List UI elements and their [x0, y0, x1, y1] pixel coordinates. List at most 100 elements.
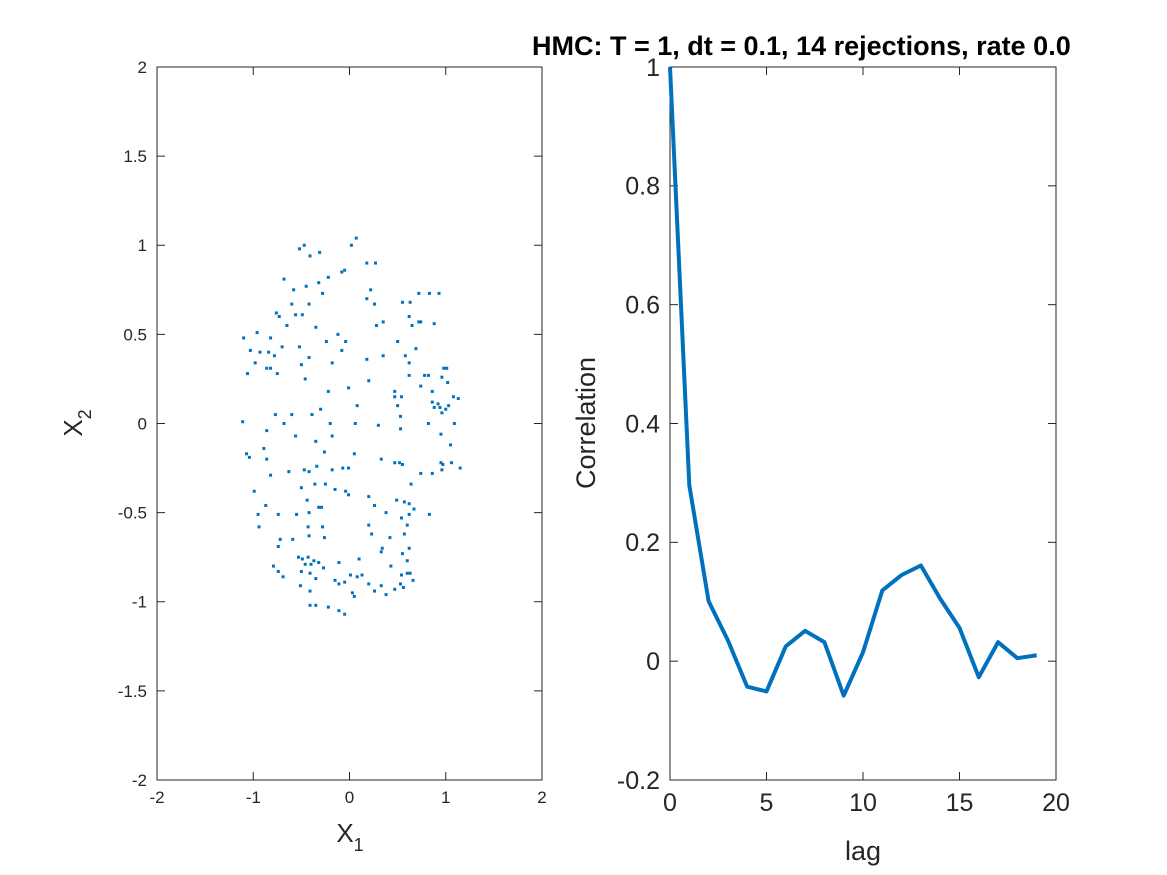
scatter-point	[417, 291, 421, 295]
scatter-point	[310, 413, 314, 417]
scatter-point	[298, 584, 302, 588]
scatter-point	[367, 523, 371, 527]
scatter-point	[374, 323, 378, 327]
scatter-point	[305, 498, 309, 502]
scatter-point	[282, 277, 286, 281]
scatter-xtick-label: 2	[537, 788, 546, 807]
scatter-point	[297, 345, 301, 349]
scatter-point	[393, 395, 397, 399]
autocorrelation-ytick-label: 0.8	[625, 173, 660, 201]
scatter-point	[341, 466, 345, 470]
scatter-point	[410, 323, 414, 327]
scatter-point	[402, 532, 406, 536]
scatter-point	[352, 452, 356, 456]
scatter-point	[384, 511, 388, 515]
scatter-point	[399, 573, 403, 577]
scatter-point	[440, 411, 444, 415]
scatter-point	[347, 466, 351, 470]
scatter-point	[255, 331, 259, 335]
scatter-point	[427, 512, 431, 516]
scatter-point	[267, 350, 271, 354]
scatter-point	[299, 569, 303, 573]
scatter-point	[436, 402, 440, 406]
scatter-point	[388, 536, 392, 540]
scatter-point	[407, 373, 411, 377]
scatter-point	[403, 354, 407, 358]
scatter-point	[302, 243, 306, 247]
scatter-point	[265, 429, 269, 433]
scatter-point	[399, 582, 403, 586]
scatter-point	[450, 461, 454, 465]
scatter-point	[271, 564, 275, 568]
scatter-point	[307, 470, 311, 474]
scatter-point	[439, 461, 443, 465]
scatter-point	[319, 407, 323, 411]
scatter-point	[408, 571, 412, 575]
scatter-point	[437, 291, 441, 295]
scatter-point	[245, 452, 249, 456]
scatter-xlabel: X1	[336, 818, 363, 855]
scatter-ticks: -2 -1 0 1 2 -2 -1.5 -1 -0.5 0 0.5 1 1.5 2	[118, 58, 547, 807]
scatter-point	[398, 461, 402, 465]
scatter-point	[355, 404, 359, 408]
scatter-point	[299, 363, 303, 367]
scatter-point	[451, 395, 455, 399]
scatter-point	[411, 578, 415, 582]
scatter-point	[287, 470, 291, 474]
scatter-point	[315, 464, 319, 468]
scatter-point	[399, 516, 403, 520]
scatter-point	[294, 434, 298, 438]
scatter-point	[343, 268, 347, 272]
scatter-point	[367, 379, 371, 383]
scatter-point	[317, 505, 321, 509]
scatter-point	[400, 552, 404, 556]
scatter-point	[399, 414, 403, 418]
scatter-point	[365, 297, 369, 301]
scatter-point	[393, 587, 397, 591]
scatter-point	[336, 332, 340, 336]
scatter-point	[442, 366, 446, 370]
scatter-point	[350, 591, 354, 595]
scatter-point	[257, 525, 261, 529]
scatter-xtick-label: -2	[149, 788, 164, 807]
scatter-axes: -2 -1 0 1 2 -2 -1.5 -1 -0.5 0 0.5 1 1.5 2 X1 X2	[58, 58, 547, 855]
scatter-point	[333, 578, 337, 582]
scatter-point	[347, 493, 351, 497]
scatter-point	[272, 354, 276, 358]
scatter-point	[414, 347, 418, 351]
scatter-point	[321, 525, 325, 529]
autocorrelation-ticks: 0 5 10 15 20-0.200.20.40.60.81	[617, 54, 1070, 817]
scatter-point	[308, 571, 312, 575]
scatter-point	[373, 302, 377, 306]
scatter-point	[444, 407, 448, 411]
autocorrelation-ytick-label: 1	[646, 54, 660, 82]
scatter-point	[405, 523, 409, 527]
scatter-point	[314, 577, 318, 581]
scatter-point	[426, 373, 430, 377]
scatter-points	[241, 236, 462, 616]
scatter-point	[292, 288, 296, 292]
scatter-point	[274, 311, 278, 315]
scatter-point	[432, 322, 436, 326]
scatter-point	[276, 569, 280, 573]
scatter-point	[328, 422, 332, 425]
autocorrelation-title: HMC: T = 1, dt = 0.1, 14 rejections, rat…	[532, 31, 1071, 61]
scatter-point	[245, 372, 249, 376]
scatter-point	[340, 348, 344, 352]
scatter-point	[373, 589, 377, 593]
scatter-point	[340, 270, 344, 274]
scatter-point	[276, 512, 280, 516]
scatter-point	[344, 340, 348, 344]
scatter-point	[242, 336, 246, 340]
scatter-point	[343, 612, 347, 616]
scatter-point	[294, 313, 298, 317]
scatter-point	[276, 544, 280, 548]
scatter-point	[365, 261, 369, 265]
scatter-point	[285, 323, 289, 327]
scatter-point	[300, 313, 304, 317]
scatter-point	[314, 603, 318, 607]
scatter-point	[408, 300, 412, 304]
scatter-point	[313, 482, 317, 486]
